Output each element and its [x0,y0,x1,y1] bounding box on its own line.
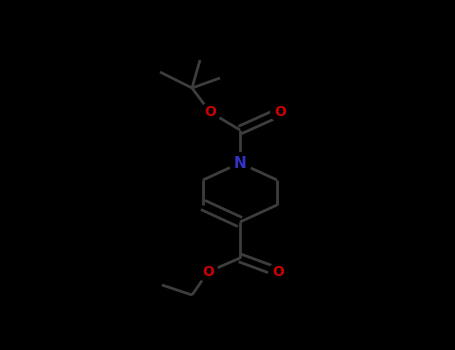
Text: N: N [233,155,246,170]
Text: O: O [202,265,214,279]
Text: O: O [274,105,286,119]
Text: O: O [204,105,216,119]
Text: O: O [272,265,284,279]
